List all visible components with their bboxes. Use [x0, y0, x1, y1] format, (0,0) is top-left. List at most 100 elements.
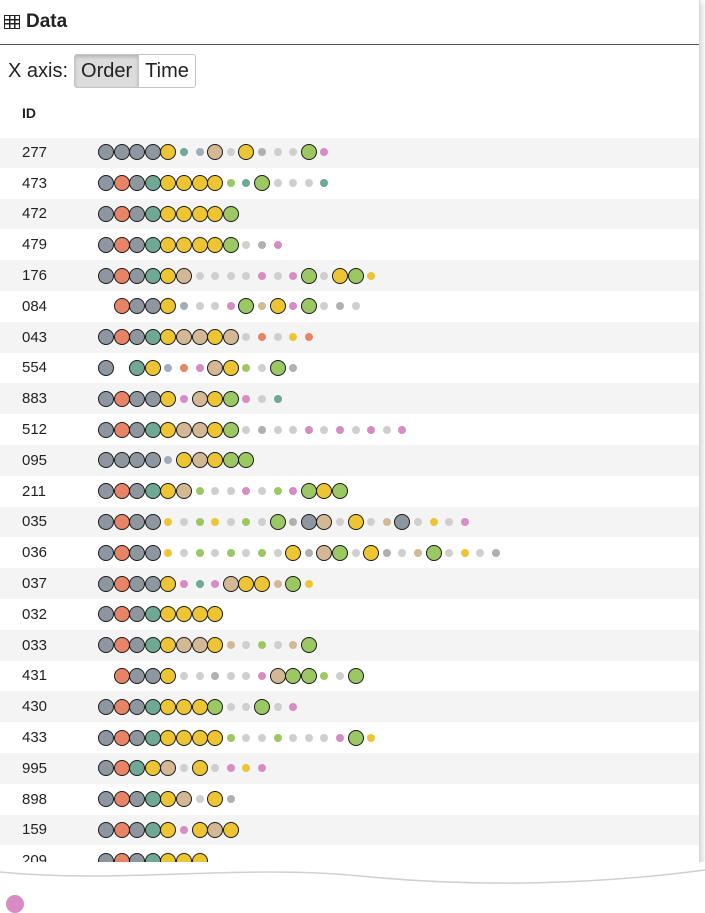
event-dot-major[interactable] — [191, 175, 208, 192]
table-row[interactable]: 898 — [0, 784, 699, 815]
event-dot-major[interactable] — [144, 667, 161, 684]
event-dot-major[interactable] — [238, 452, 255, 469]
table-row[interactable]: 479 — [0, 229, 699, 260]
table-row[interactable]: 036 — [0, 537, 699, 568]
event-dot-minor[interactable] — [242, 702, 251, 711]
event-dot-minor[interactable] — [460, 517, 469, 526]
event-dot-major[interactable] — [98, 267, 114, 284]
event-dot-major[interactable] — [98, 421, 114, 438]
table-row[interactable]: 995 — [0, 752, 699, 784]
event-dot-major[interactable] — [363, 544, 380, 561]
event-dot-minor[interactable] — [195, 795, 204, 804]
event-dot-minor[interactable] — [226, 671, 235, 680]
event-dot-minor[interactable] — [258, 240, 266, 249]
event-dot-major[interactable] — [222, 236, 239, 253]
event-dot-minor[interactable] — [226, 641, 235, 650]
event-dot-major[interactable] — [269, 513, 286, 530]
event-dot-major[interactable] — [113, 236, 130, 253]
event-dot-minor[interactable] — [211, 271, 220, 280]
event-dot-major[interactable] — [316, 483, 333, 500]
event-dot-minor[interactable] — [320, 179, 329, 188]
event-dot-minor[interactable] — [460, 548, 469, 557]
event-dot-major[interactable] — [207, 236, 224, 253]
table-row[interactable]: 084 — [0, 291, 699, 322]
event-dot-major[interactable] — [347, 667, 364, 684]
event-dot-major[interactable] — [285, 544, 302, 561]
event-dot-minor[interactable] — [242, 333, 251, 342]
id-column-header[interactable]: ID — [22, 105, 36, 121]
event-dot-minor[interactable] — [304, 425, 313, 434]
event-dot-major[interactable] — [144, 267, 161, 284]
event-dot-major[interactable] — [144, 483, 161, 500]
event-dot-minor[interactable] — [164, 517, 173, 526]
event-dot-major[interactable] — [129, 606, 146, 623]
event-dot-minor[interactable] — [242, 425, 251, 434]
event-dot-minor[interactable] — [242, 733, 251, 742]
event-dot-major[interactable] — [98, 821, 114, 838]
event-dot-major[interactable] — [207, 821, 224, 838]
event-dot-major[interactable] — [144, 452, 161, 469]
event-dot-major[interactable] — [160, 421, 177, 438]
event-dot-major[interactable] — [160, 329, 177, 346]
event-dot-major[interactable] — [129, 729, 146, 746]
event-dot-major[interactable] — [222, 575, 239, 592]
event-dot-minor[interactable] — [242, 517, 251, 526]
event-dot-major[interactable] — [144, 513, 161, 530]
event-dot-minor[interactable] — [445, 548, 454, 557]
event-dot-major[interactable] — [113, 606, 130, 623]
event-dot-minor[interactable] — [180, 148, 188, 157]
event-dot-major[interactable] — [129, 667, 146, 684]
event-dot-major[interactable] — [98, 637, 114, 654]
event-dot-major[interactable] — [98, 760, 114, 777]
event-dot-major[interactable] — [207, 359, 224, 376]
event-dot-minor[interactable] — [242, 487, 251, 496]
event-dot-minor[interactable] — [242, 641, 251, 650]
event-dot-major[interactable] — [316, 544, 333, 561]
event-dot-minor[interactable] — [180, 302, 188, 311]
event-dot-major[interactable] — [176, 329, 192, 346]
event-dot-major[interactable] — [144, 329, 161, 346]
event-dot-minor[interactable] — [289, 148, 298, 157]
event-dot-major[interactable] — [160, 821, 177, 838]
event-dot-major[interactable] — [113, 452, 130, 469]
event-dot-minor[interactable] — [164, 363, 173, 372]
event-dot-major[interactable] — [160, 698, 177, 715]
event-dot-major[interactable] — [160, 205, 177, 222]
event-dot-major[interactable] — [113, 513, 130, 530]
event-dot-minor[interactable] — [320, 425, 329, 434]
event-dot-major[interactable] — [129, 452, 146, 469]
event-dot-minor[interactable] — [273, 702, 282, 711]
event-dot-minor[interactable] — [180, 671, 188, 680]
event-dot-major[interactable] — [144, 791, 161, 808]
event-dot-minor[interactable] — [258, 764, 266, 773]
event-dot-minor[interactable] — [398, 548, 407, 557]
event-dot-major[interactable] — [191, 452, 208, 469]
event-dot-major[interactable] — [129, 390, 146, 407]
event-dot-major[interactable] — [129, 175, 146, 192]
event-dot-minor[interactable] — [320, 733, 329, 742]
table-row[interactable]: 032 — [0, 599, 699, 630]
event-dot-major[interactable] — [144, 698, 161, 715]
event-dot-major[interactable] — [129, 575, 146, 592]
event-dot-major[interactable] — [129, 483, 146, 500]
table-row[interactable]: 430 — [0, 691, 699, 723]
event-dot-major[interactable] — [98, 513, 114, 530]
event-dot-minor[interactable] — [336, 733, 344, 742]
event-dot-major[interactable] — [222, 390, 239, 407]
event-dot-major[interactable] — [191, 329, 208, 346]
event-dot-minor[interactable] — [211, 764, 220, 773]
event-dot-major[interactable] — [113, 175, 130, 192]
event-dot-minor[interactable] — [195, 148, 204, 157]
event-dot-major[interactable] — [207, 421, 224, 438]
event-dot-minor[interactable] — [320, 671, 329, 680]
event-dot-major[interactable] — [254, 575, 270, 592]
event-dot-minor[interactable] — [273, 179, 282, 188]
event-dot-major[interactable] — [176, 637, 192, 654]
table-row[interactable]: 512 — [0, 414, 699, 445]
event-dot-major[interactable] — [160, 637, 177, 654]
event-dot-major[interactable] — [238, 575, 255, 592]
event-dot-minor[interactable] — [211, 579, 220, 588]
event-dot-minor[interactable] — [273, 641, 282, 650]
event-dot-major[interactable] — [98, 175, 114, 192]
event-dot-major[interactable] — [207, 698, 224, 715]
